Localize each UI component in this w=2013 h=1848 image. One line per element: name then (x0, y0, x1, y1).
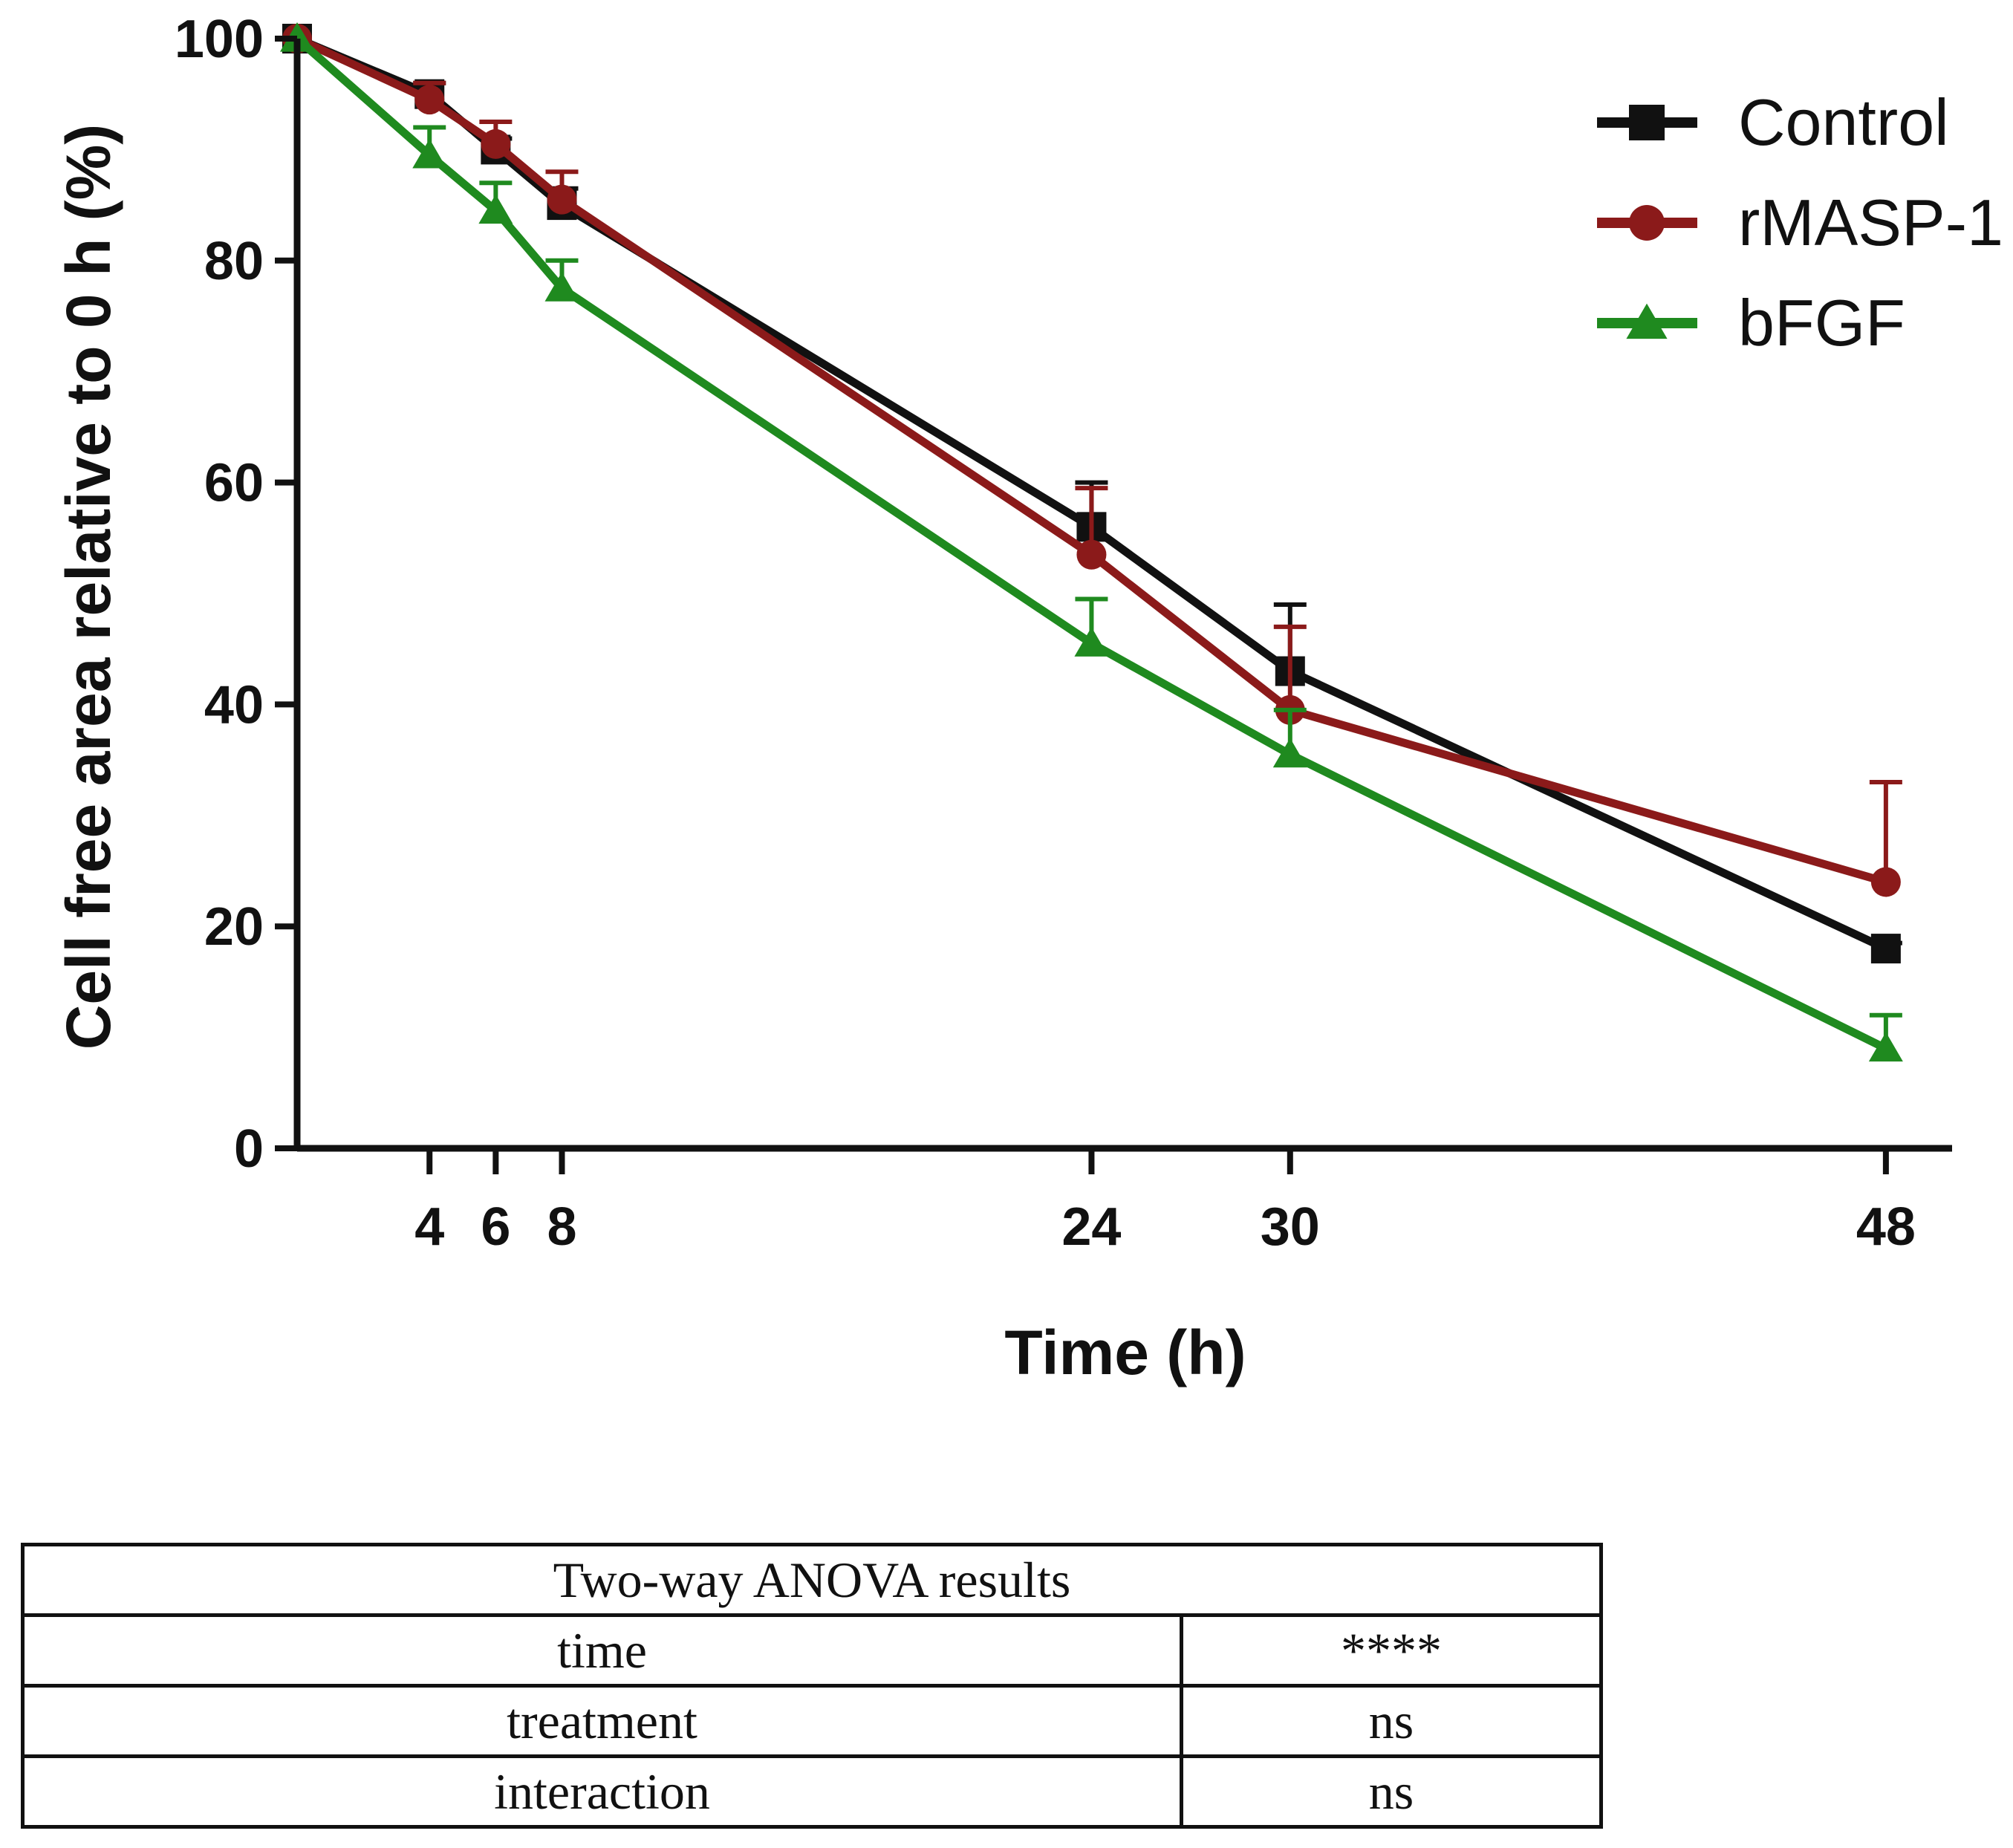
y-tick-label: 60 (204, 454, 264, 513)
anova-row-label: time (21, 1613, 1183, 1688)
legend-label: bFGF (1738, 286, 1905, 359)
legend-item: rMASP-1 (1597, 186, 2003, 259)
x-axis: 4 6 8 24 30 48 (297, 1145, 1952, 1257)
data-point (1870, 867, 1901, 897)
data-point (478, 194, 513, 224)
legend-item: bFGF (1597, 286, 1905, 359)
anova-row-label: treatment (21, 1684, 1183, 1758)
x-tick-label: 4 (414, 1197, 444, 1257)
legend-label: rMASP-1 (1738, 186, 2003, 259)
y-axis: 0 20 40 60 80 100 (175, 10, 301, 1179)
table-row: time **** (21, 1613, 1603, 1688)
series-rmasp-1 (282, 24, 1902, 897)
anova-header: Two-way ANOVA results (21, 1543, 1603, 1617)
data-point (1868, 1032, 1903, 1062)
data-point (481, 128, 511, 159)
x-tick-label: 30 (1261, 1197, 1320, 1257)
legend-item: Control (1597, 85, 1949, 159)
series-bfgf (280, 22, 1903, 1062)
legend-marker (1629, 205, 1665, 241)
table-row: interaction ns (21, 1754, 1603, 1829)
data-point (544, 272, 579, 302)
data-point (414, 85, 445, 115)
anova-row-value: ns (1180, 1684, 1603, 1758)
anova-row-value: **** (1180, 1613, 1603, 1688)
data-point (1074, 627, 1109, 657)
legend-marker (1626, 303, 1668, 339)
anova-row-value: ns (1180, 1754, 1603, 1829)
data-point (412, 138, 447, 169)
x-tick-label: 24 (1061, 1197, 1121, 1257)
legend: Control rMASP-1 bFGF (1597, 85, 2003, 359)
x-tick-label: 8 (547, 1197, 576, 1257)
series-line (295, 35, 1887, 886)
plot-area (280, 22, 1903, 1062)
y-tick-label: 20 (204, 897, 264, 957)
y-axis-title: Cell free area relative to 0 h (%) (53, 124, 123, 1050)
data-point (1076, 539, 1107, 570)
y-tick-label: 80 (204, 232, 264, 291)
y-tick-label: 40 (204, 675, 264, 735)
line-chart: 0 20 40 60 80 100 4 6 8 24 30 48 Cell free area re… (53, 10, 2003, 1387)
y-tick-label: 100 (175, 10, 264, 69)
legend-marker (1629, 105, 1665, 140)
anova-table: Two-way ANOVA results time **** treatmen… (21, 1543, 1603, 1829)
data-point (1272, 738, 1307, 768)
anova-header-row: Two-way ANOVA results (21, 1543, 1603, 1617)
data-point (1870, 934, 1901, 964)
data-point (547, 184, 577, 215)
x-axis-title: Time (h) (1004, 1318, 1246, 1387)
y-tick-label: 0 (234, 1119, 264, 1179)
anova-row-label: interaction (21, 1754, 1183, 1829)
x-tick-label: 6 (481, 1197, 510, 1257)
table-row: treatment ns (21, 1684, 1603, 1758)
legend-label: Control (1738, 85, 1949, 159)
x-tick-label: 48 (1856, 1197, 1916, 1257)
